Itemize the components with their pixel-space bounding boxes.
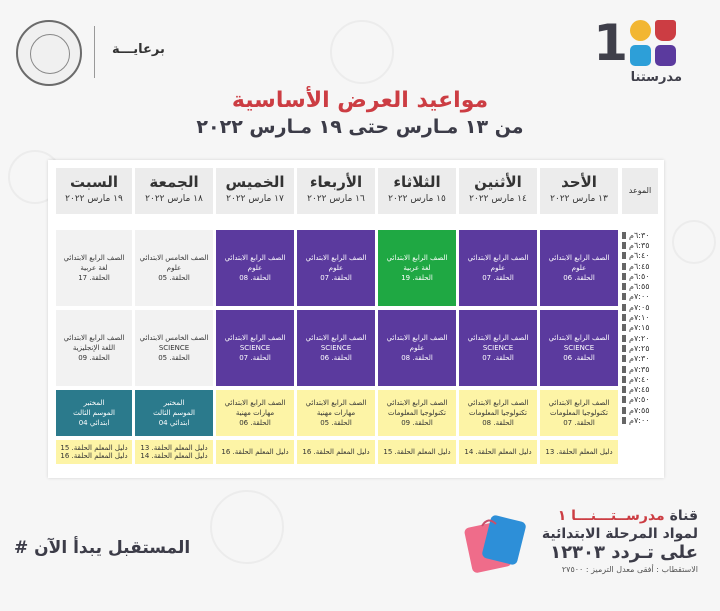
time-slot: ٦:٣٥م bbox=[622, 240, 662, 250]
program-cell: الصف الرابع الابتدائي SCIENCE الحلقة. 07 bbox=[216, 310, 294, 386]
teacher-guide-cell: دليل المعلم الحلقة. 15 bbox=[378, 440, 456, 464]
time-slot: ٧:١٠م bbox=[622, 312, 662, 322]
logo-grid-icon bbox=[630, 20, 680, 70]
program-cell: الصف الرابع الابتدائي SCIENCE الحلقة. 06 bbox=[540, 310, 618, 386]
program-cell: المختبر الموسم الثالث ابتدائي 04 bbox=[135, 390, 213, 436]
sponsor-label: برعايـــة bbox=[112, 42, 165, 57]
time-slot: ٧:٣٠م bbox=[622, 354, 662, 364]
teacher-guide-cell: دليل المعلم الحلقة. 13 bbox=[540, 440, 618, 464]
channel-polarization: الاستقطاب : أفقى معدل الترميز : ٢٧٥٠٠ bbox=[561, 565, 698, 574]
program-cell: الصف الرابع الابتدائي علوم الحلقة. 06 bbox=[540, 230, 618, 306]
day-header: الأربعاء ١٦ مارس ٢٠٢٢ bbox=[297, 168, 375, 214]
program-cell: الصف الرابع الابتدائي علوم الحلقة. 08 bbox=[378, 310, 456, 386]
page-title: مواعيد العرض الأساسية bbox=[231, 88, 489, 113]
logo-name: مدرستنا bbox=[630, 70, 682, 85]
time-slot: ٧:٢٥م bbox=[622, 343, 662, 353]
background-doodle bbox=[672, 220, 716, 264]
program-cell: الصف الرابع الابتدائي تكنولوجيا المعلومات… bbox=[459, 390, 537, 436]
time-slot: ٦:٤٠م bbox=[622, 251, 662, 261]
day-header: الأثنين ١٤ مارس ٢٠٢٢ bbox=[459, 168, 537, 214]
time-slot: ٧:٢٠م bbox=[622, 333, 662, 343]
page-subtitle: من ١٣ مـارس حتى ١٩ مـارس ٢٠٢٢ bbox=[196, 116, 524, 138]
sponsor-block: برعايـــة bbox=[16, 18, 176, 86]
teacher-guide-cell: دليل المعلم الحلقة. 16 bbox=[297, 440, 375, 464]
ministry-seal-icon bbox=[16, 20, 82, 86]
time-slot: ٧:٠٥م bbox=[622, 302, 662, 312]
program-cell: الصف الرابع الابتدائي SCIENCE الحلقة. 06 bbox=[297, 310, 375, 386]
program-cell: الصف الخامس الابتدائي علوم الحلقة. 05 bbox=[135, 230, 213, 306]
program-cell: الصف الرابع الابتدائي مهارات مهنية الحلقة.… bbox=[297, 390, 375, 436]
time-slot: ٧:٠٠م bbox=[622, 292, 662, 302]
time-slot: ٧:٣٥م bbox=[622, 364, 662, 374]
teacher-guide-cell: دليل المعلم الحلقة. 13 دليل المعلم الحلقة… bbox=[135, 440, 213, 464]
time-slot: ٦:٤٥م bbox=[622, 261, 662, 271]
teacher-guide-cell: دليل المعلم الحلقة. 14 bbox=[459, 440, 537, 464]
time-slot: ٧:٥٠م bbox=[622, 395, 662, 405]
time-slot: ٧:١٥م bbox=[622, 323, 662, 333]
program-cell: الصف الرابع الابتدائي علوم الحلقة. 07 bbox=[459, 230, 537, 306]
program-cell: الصف الرابع الابتدائي علوم الحلقة. 08 bbox=[216, 230, 294, 306]
logo-number: 1 bbox=[593, 14, 628, 72]
channel-subject: لمواد المرحلة الابتدائية bbox=[541, 526, 698, 542]
program-cell: الصف الخامس الابتدائي SCIENCE الحلقة. 05 bbox=[135, 310, 213, 386]
time-slot: ٧:٤٠م bbox=[622, 374, 662, 384]
program-cell: الصف الرابع الابتدائي لغة عربية الحلقة. 19 bbox=[378, 230, 456, 306]
program-cell: الصف الرابع الابتدائي مهارات مهنية الحلقة.… bbox=[216, 390, 294, 436]
program-cell: الصف الرابع الابتدائي SCIENCE الحلقة. 07 bbox=[459, 310, 537, 386]
day-header: الجمعة ١٨ مارس ٢٠٢٢ bbox=[135, 168, 213, 214]
teacher-guide-cell: دليل المعلم الحلقة. 15 دليل المعلم الحلقة… bbox=[56, 440, 132, 464]
day-header: السبت ١٩ مارس ٢٠٢٢ bbox=[56, 168, 132, 214]
program-cell: المختبر الموسم الثالث ابتدائي 04 bbox=[56, 390, 132, 436]
day-header: الأحد ١٣ مارس ٢٠٢٢ bbox=[540, 168, 618, 214]
time-slot: ٧:٠٠م bbox=[622, 415, 662, 425]
program-cell: الصف الرابع الابتدائي تكنولوجيا المعلومات… bbox=[378, 390, 456, 436]
program-cell: الصف الرابع الابتدائي علوم الحلقة. 07 bbox=[297, 230, 375, 306]
time-slot: ٧:٥٥م bbox=[622, 405, 662, 415]
day-header: الثلاثاء ١٥ مارس ٢٠٢٢ bbox=[378, 168, 456, 214]
program-cell: الصف الرابع الابتدائي اللغة الإنجليزية الح… bbox=[56, 310, 132, 386]
background-doodle bbox=[330, 20, 394, 84]
time-slot: ٦:٥٠م bbox=[622, 271, 662, 281]
day-header: الخميس ١٧ مارس ٢٠٢٢ bbox=[216, 168, 294, 214]
channel-name: قناة مدرســتـــنـــا ١ bbox=[557, 508, 698, 524]
divider bbox=[94, 26, 95, 78]
tagline: # المستقبل يبدأ الآن bbox=[14, 538, 191, 558]
background-doodle bbox=[210, 490, 284, 564]
teacher-guide-cell: دليل المعلم الحلقة. 16 bbox=[216, 440, 294, 464]
program-cell: الصف الرابع الابتدائي تكنولوجيا المعلومات… bbox=[540, 390, 618, 436]
time-slot: ٦:٥٥م bbox=[622, 281, 662, 291]
channel-frequency: على تـردد ١٢٣٠٣ bbox=[550, 542, 698, 563]
time-slot: ٦:٣٠م bbox=[622, 230, 662, 240]
time-column: ٦:٣٠م ٦:٣٥م ٦:٤٠م ٦:٤٥م ٦:٥٠م ٦:٥٥م ٧:٠٠… bbox=[622, 230, 662, 426]
channel-info: قناة مدرســتـــنـــا ١ لمواد المرحلة الا… bbox=[488, 508, 698, 574]
channel-logo: مدرستنا 1 bbox=[593, 18, 704, 88]
time-column-header: الموعد bbox=[622, 168, 658, 214]
time-slot: ٧:٤٥م bbox=[622, 384, 662, 394]
school-bag-icon bbox=[462, 510, 532, 580]
program-cell: الصف الرابع الابتدائي لغة عربية الحلقة. 17 bbox=[56, 230, 132, 306]
